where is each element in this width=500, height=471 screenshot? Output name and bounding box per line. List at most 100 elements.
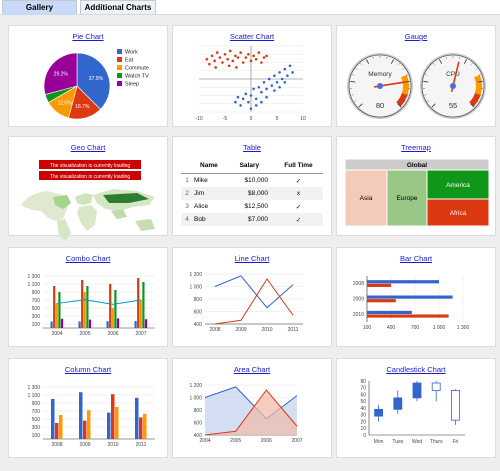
column-header-salary[interactable]: Salary [224,157,274,174]
cell-full-time: ✓ [295,177,302,185]
row-number: 4 [181,213,193,226]
gauge-link[interactable]: Gauge [404,32,428,41]
y-tick-label: 30 [360,413,366,419]
y-tick-label: 2010 [353,312,364,318]
y-tick-label: 20 [360,419,366,425]
gauge-tick [351,94,354,96]
card-column-chart: Column Chart 100 300 500 700 900 1 100 1 300 20… [8,358,168,458]
scatter-point [214,66,217,69]
column-chart-link[interactable]: Column Chart [64,365,112,374]
x-tick-label: Fri [452,439,458,445]
scatter-point [291,71,294,74]
y-tick-label: 100 [32,322,41,328]
scatter-point [234,54,237,58]
table-link[interactable]: Table [243,143,261,152]
treemap-link[interactable]: Treemap [401,143,431,152]
treemap-node-europe[interactable] [386,169,428,227]
gauge-yellow-zone [401,74,409,95]
y-tick-label: 1 100 [27,282,40,288]
tab-gallery[interactable]: Gallery [2,0,77,14]
column-header-full-time[interactable]: Full Time [273,157,323,174]
y-tick-label: 2008 [353,281,364,287]
gauge-tick [478,74,481,76]
combo-bar [109,284,112,328]
scatter-point [286,74,289,77]
gauge-tick [350,80,356,83]
y-tick-label: 300 [32,425,41,431]
scatter-point [247,100,250,104]
gauge-tick [423,80,429,83]
legend-label: Work [125,50,138,56]
bar-chart: 100 400 700 1 000 1 300 2008 2009 2010 [353,276,469,331]
area-chart-link[interactable]: Area Chart [233,365,271,374]
table-row[interactable]: 2 Jim $8,000 x [181,187,323,200]
scatter-point [254,57,258,61]
gauge-tick [402,68,405,70]
y-tick-label: 1 200 [189,383,202,389]
tab-bar: Gallery Additional Charts [0,0,500,15]
line-chart-link[interactable]: Line Chart [234,254,270,263]
cell-full-time: ✓ [273,213,323,226]
scatter-point [239,51,242,54]
y-tick-label: 400 [194,433,203,439]
treemap-chart: Global Asia Europe America Africa [344,158,490,227]
scatter-point [249,107,253,110]
scatter-point [247,52,250,56]
legend-swatch [117,65,122,70]
gauge-tick [352,74,355,76]
scatter-point [254,97,258,101]
treemap-node-asia[interactable] [344,169,388,227]
y-tick-label: 70 [360,386,366,392]
line-chart: 400 600 800 1 000 1 200 2008 2009 2010 2011 [189,272,303,333]
gauge-tick [471,63,473,65]
x-tick-label: 2011 [288,327,299,333]
scatter-point [244,56,248,59]
table-row[interactable]: 3 Alice $12,500 ✓ [181,200,323,213]
treemap-node-africa[interactable] [426,198,490,227]
gauge-pivot [450,83,456,89]
cell-full-time: x [273,187,323,200]
geo-chart-link[interactable]: Geo Chart [70,143,106,152]
x-tick-label: 2007 [291,438,302,444]
x-tick-label: -5 [223,116,228,122]
column-bar [51,399,55,439]
scatter-point [262,56,266,59]
x-tick-label: Thurs [430,439,443,445]
x-tick-label: 2008 [209,327,220,333]
y-tick-label: 500 [32,306,41,312]
y-tick-label: 10 [360,426,366,432]
row-number: 2 [181,187,193,200]
scatter-point [234,100,237,104]
treemap-label: Asia [360,195,373,202]
x-tick-label: 2008 [51,442,62,448]
legend-swatch [117,49,122,54]
column-bar [55,423,59,439]
treemap-node-america[interactable] [426,169,490,200]
combo-chart-link[interactable]: Combo Chart [65,254,111,263]
gauge-yellow-zone [474,74,482,95]
pie-chart-link[interactable]: Pie Chart [72,32,104,41]
card-table: Table Name Salary Full Time 1 Mike $10,000… [172,136,332,236]
gauge-tick [470,103,475,108]
x-tick-label: Tues [392,439,403,445]
bar-chart-link[interactable]: Bar Chart [399,254,433,263]
table-row[interactable]: 1 Mike $10,000 ✓ [181,174,323,188]
gauge-tick [428,68,431,70]
candle-body [374,408,383,417]
data-table: Name Salary Full Time 1 Mike $10,000 ✓ 2 Jim… [181,157,323,226]
card-bar-chart: Bar Chart 100 400 700 1 000 1 300 2008 2009 201… [336,247,496,347]
y-tick-label: 100 [32,433,41,439]
table-row[interactable]: 4 Bob $7,000 ✓ [181,213,323,226]
column-header-name[interactable]: Name [193,157,225,174]
cell-name: Mike [194,177,208,184]
scatter-point [254,104,258,107]
card-candlestick-chart: Candlestick Chart 0 10 20 30 40 50 60 70 80 Mon Tu… [336,358,496,458]
candle-body [451,390,460,421]
column-bar [79,392,83,439]
tab-additional-charts[interactable]: Additional Charts [80,0,156,14]
line-series [214,275,294,309]
card-gauge: Gauge Memory 80 CPU 55 [336,25,496,127]
pie-slice [76,52,111,110]
candlestick-chart-link[interactable]: Candlestick Chart [386,365,446,374]
scatter-chart-link[interactable]: Scatter Chart [229,32,275,41]
